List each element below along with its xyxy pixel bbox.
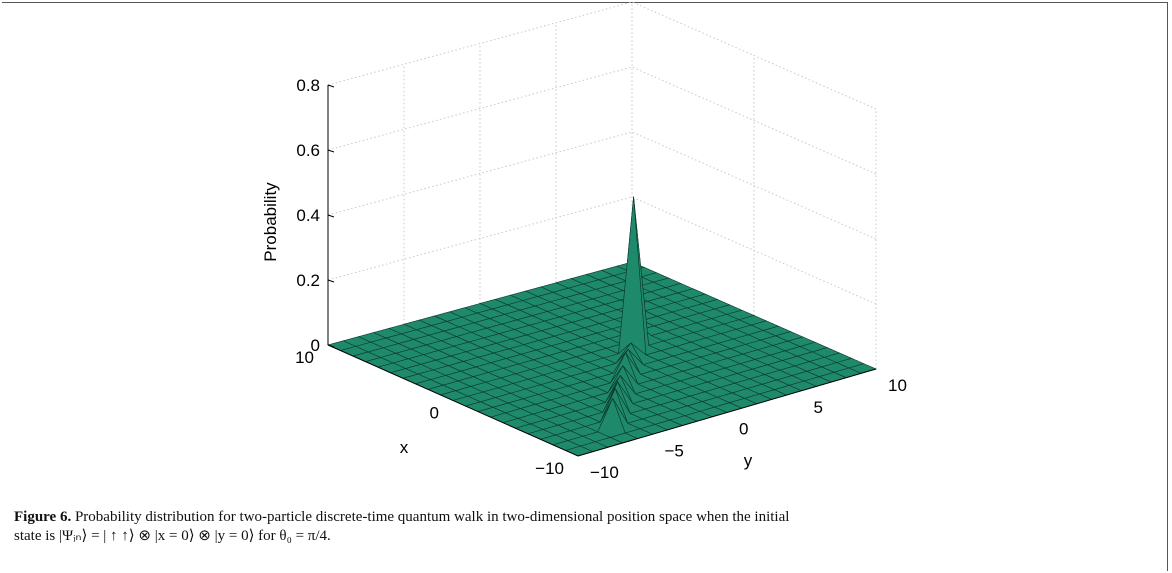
z-axis-label: Probability: [261, 182, 280, 262]
caption-label: Figure 6.: [14, 509, 72, 525]
y-axis-label: y: [744, 451, 753, 470]
z-tick-label: 0.8: [296, 76, 320, 95]
z-tick-mark: [327, 84, 335, 88]
z-tick-label: 0.6: [296, 141, 320, 160]
surface-mesh: [327, 196, 877, 457]
y-tick-label: −10: [590, 463, 619, 482]
x-tick-label: −10: [535, 459, 564, 478]
z-tick-mark: [327, 149, 335, 153]
wall-gridline: [327, 131, 877, 240]
y-tick-label: 10: [888, 376, 907, 395]
z-tick-label: 0.4: [296, 206, 320, 225]
z-tick-label: 0.2: [296, 271, 320, 290]
z-tick-label: 0: [311, 336, 320, 355]
wall-gridline: [327, 196, 877, 305]
caption-text-1: Probability distribution for two-particl…: [71, 509, 790, 525]
x-tick-label: 0: [430, 404, 439, 423]
base-axis-lines: [327, 344, 877, 457]
wall-gridline: [327, 66, 877, 175]
y-tick-label: 0: [739, 420, 748, 439]
y-tick-label: −5: [665, 441, 684, 460]
x-axis-label: x: [400, 438, 409, 457]
x-tick-label: 10: [295, 348, 314, 367]
wall-gridline: [327, 1, 877, 110]
figure-caption: Figure 6. Probability distribution for t…: [14, 508, 1144, 546]
z-tick-mark: [327, 214, 335, 218]
y-tick-label: 5: [814, 398, 823, 417]
z-tick-mark: [327, 279, 335, 283]
caption-text-2: state is |Ψᵢₙ⟩ = | ↑ ↑⟩ ⊗ |x = 0⟩ ⊗ |y =…: [14, 528, 331, 544]
